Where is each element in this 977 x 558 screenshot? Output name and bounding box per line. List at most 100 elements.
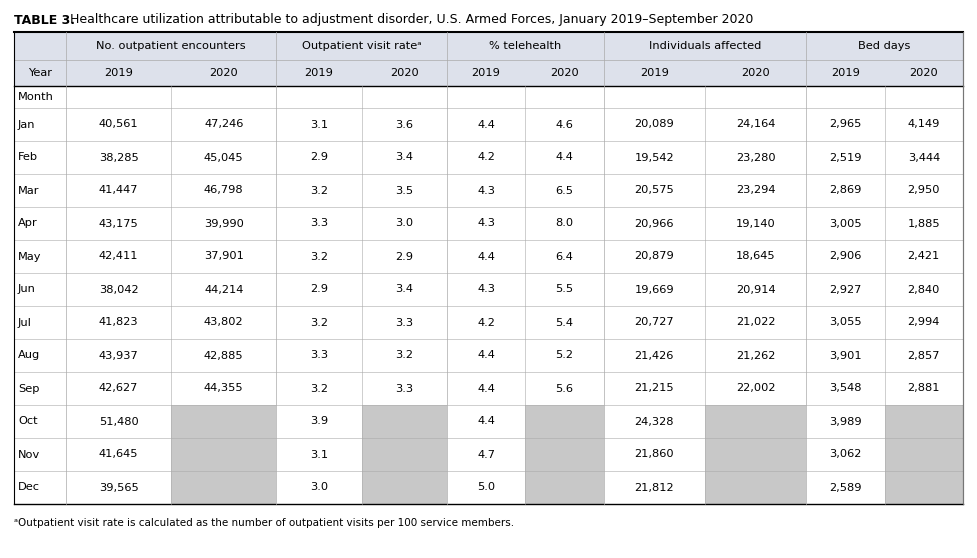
Text: 21,860: 21,860 xyxy=(634,450,674,459)
Bar xyxy=(14,306,963,339)
Text: 3.2: 3.2 xyxy=(310,185,328,195)
Text: 2019: 2019 xyxy=(830,68,860,78)
Bar xyxy=(705,471,806,504)
Text: 44,214: 44,214 xyxy=(204,285,243,295)
Text: 2,519: 2,519 xyxy=(829,152,862,162)
Text: 4.2: 4.2 xyxy=(477,152,495,162)
Text: 5.0: 5.0 xyxy=(477,483,495,493)
Text: Dec: Dec xyxy=(18,483,40,493)
Text: 2019: 2019 xyxy=(305,68,333,78)
Text: 2,421: 2,421 xyxy=(908,252,940,262)
Text: 2.9: 2.9 xyxy=(310,285,328,295)
Text: Jan: Jan xyxy=(18,119,35,129)
Text: 41,447: 41,447 xyxy=(99,185,139,195)
Text: 3.4: 3.4 xyxy=(396,285,413,295)
Text: 4.4: 4.4 xyxy=(477,350,495,360)
Bar xyxy=(526,438,604,471)
Text: Nov: Nov xyxy=(18,450,40,459)
Text: 2020: 2020 xyxy=(910,68,938,78)
Text: 2,927: 2,927 xyxy=(829,285,862,295)
Bar xyxy=(14,141,963,174)
Bar xyxy=(884,438,963,471)
Text: 47,246: 47,246 xyxy=(204,119,243,129)
Text: Individuals affected: Individuals affected xyxy=(649,41,761,51)
Text: 3.2: 3.2 xyxy=(310,383,328,393)
Text: 42,411: 42,411 xyxy=(99,252,139,262)
Bar xyxy=(14,273,963,306)
Text: 42,627: 42,627 xyxy=(99,383,139,393)
Text: 4.3: 4.3 xyxy=(477,219,495,228)
Text: 3.3: 3.3 xyxy=(310,219,328,228)
Text: 39,565: 39,565 xyxy=(99,483,139,493)
Text: Jun: Jun xyxy=(18,285,36,295)
Text: 3,062: 3,062 xyxy=(829,450,862,459)
Text: 2019: 2019 xyxy=(105,68,133,78)
Text: Year: Year xyxy=(28,68,52,78)
Text: 3.2: 3.2 xyxy=(310,318,328,328)
Text: 4.4: 4.4 xyxy=(477,383,495,393)
Text: 2019: 2019 xyxy=(472,68,500,78)
Text: 5.2: 5.2 xyxy=(556,350,573,360)
Text: 23,294: 23,294 xyxy=(736,185,776,195)
Text: 2,906: 2,906 xyxy=(829,252,862,262)
Text: 2020: 2020 xyxy=(209,68,238,78)
Text: 4.6: 4.6 xyxy=(556,119,573,129)
Bar xyxy=(14,86,963,108)
Text: 23,280: 23,280 xyxy=(736,152,776,162)
Text: 3.6: 3.6 xyxy=(396,119,413,129)
Text: 4.3: 4.3 xyxy=(477,285,495,295)
Text: Apr: Apr xyxy=(18,219,38,228)
Bar xyxy=(361,438,446,471)
Bar xyxy=(705,438,806,471)
Bar xyxy=(14,108,963,141)
Text: 3.0: 3.0 xyxy=(310,483,328,493)
Text: 41,645: 41,645 xyxy=(99,450,139,459)
Text: Oct: Oct xyxy=(18,416,38,426)
Text: 3.3: 3.3 xyxy=(395,318,413,328)
Text: ᵃOutpatient visit rate is calculated as the number of outpatient visits per 100 : ᵃOutpatient visit rate is calculated as … xyxy=(14,518,514,528)
Text: 3.1: 3.1 xyxy=(310,119,328,129)
Text: % telehealth: % telehealth xyxy=(489,41,562,51)
Text: 3,005: 3,005 xyxy=(829,219,862,228)
Text: 4.2: 4.2 xyxy=(477,318,495,328)
Text: 19,542: 19,542 xyxy=(634,152,674,162)
Bar xyxy=(526,405,604,438)
Text: 4.4: 4.4 xyxy=(477,252,495,262)
Text: 20,727: 20,727 xyxy=(634,318,674,328)
Text: 38,042: 38,042 xyxy=(99,285,139,295)
Text: 3,444: 3,444 xyxy=(908,152,940,162)
Text: 2.9: 2.9 xyxy=(310,152,328,162)
Text: 1,885: 1,885 xyxy=(908,219,940,228)
Text: 4.4: 4.4 xyxy=(477,416,495,426)
Text: 43,937: 43,937 xyxy=(99,350,139,360)
Text: 39,990: 39,990 xyxy=(204,219,243,228)
Text: 2019: 2019 xyxy=(640,68,669,78)
Bar xyxy=(14,60,963,86)
Text: Feb: Feb xyxy=(18,152,38,162)
Text: 3.2: 3.2 xyxy=(396,350,413,360)
Bar xyxy=(14,405,963,438)
Bar xyxy=(14,372,963,405)
Text: 4.3: 4.3 xyxy=(477,185,495,195)
Text: 20,879: 20,879 xyxy=(634,252,674,262)
Text: 40,561: 40,561 xyxy=(99,119,139,129)
Text: 2020: 2020 xyxy=(390,68,418,78)
Text: No. outpatient encounters: No. outpatient encounters xyxy=(97,41,246,51)
Bar xyxy=(705,405,806,438)
Text: 2,881: 2,881 xyxy=(908,383,940,393)
Text: Jul: Jul xyxy=(18,318,32,328)
Text: 24,328: 24,328 xyxy=(635,416,674,426)
Text: Sep: Sep xyxy=(18,383,39,393)
Bar xyxy=(14,438,963,471)
Text: 3.5: 3.5 xyxy=(395,185,413,195)
Text: 2,950: 2,950 xyxy=(908,185,940,195)
Bar xyxy=(14,32,963,60)
Text: 21,022: 21,022 xyxy=(736,318,776,328)
Text: 4.4: 4.4 xyxy=(477,119,495,129)
Bar xyxy=(14,207,963,240)
Text: Bed days: Bed days xyxy=(859,41,911,51)
Text: 43,802: 43,802 xyxy=(204,318,243,328)
Text: 3.3: 3.3 xyxy=(395,383,413,393)
Bar xyxy=(526,471,604,504)
Text: 20,966: 20,966 xyxy=(635,219,674,228)
